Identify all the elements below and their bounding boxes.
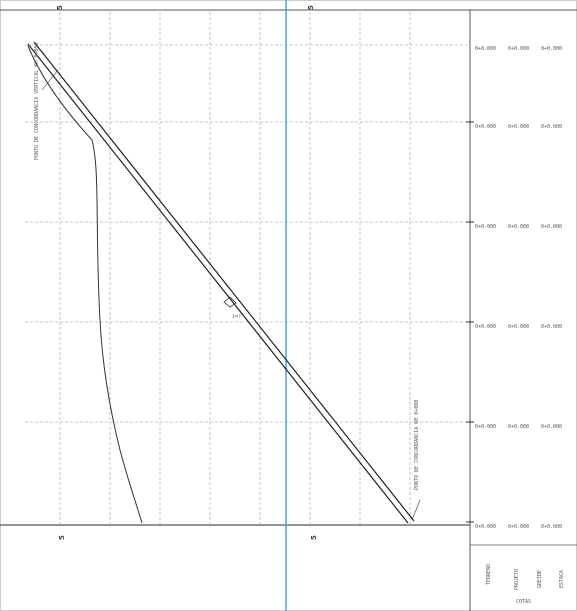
annotation-bottom-leader xyxy=(411,499,421,521)
row-cell: 0+0.000 xyxy=(541,424,562,430)
grade-line-upper xyxy=(27,43,409,524)
footer-col-greide: GREIDE xyxy=(537,570,543,588)
row-cell: 0+0.000 xyxy=(508,524,529,530)
row-cell: 0+0.000 xyxy=(475,424,496,430)
row-cell: 0+0.000 xyxy=(508,224,529,230)
row-cell: 0+0.000 xyxy=(475,324,496,330)
row-cell: 0+0.000 xyxy=(475,524,496,530)
table-row: 0+0.000 0+0.000 0+0.000 xyxy=(475,224,562,230)
row-cell: 0+0.000 xyxy=(508,46,529,52)
footer-columns: TERRENO PROJETO GREIDE ESTACA xyxy=(486,564,565,590)
vertical-gridlines xyxy=(59,12,411,525)
annotation-bottom: PONTO DE CONCORDANCIA KM 0+000 xyxy=(414,400,420,490)
bottom-label-1: 5 xyxy=(58,535,66,540)
row-cell: 0+0.000 xyxy=(541,46,562,52)
table-row: 0+0.000 0+0.000 0+0.000 xyxy=(475,524,562,530)
annotation-top: PONTO DE CONCORDANCIA VERTICAL KM 0+000 xyxy=(34,43,40,160)
horizontal-gridlines xyxy=(25,44,470,423)
row-cell: 0+0.000 xyxy=(508,424,529,430)
annotation-top-leader xyxy=(41,69,59,91)
top-label-1: 5 xyxy=(56,5,64,10)
table-tick-marks xyxy=(466,121,474,523)
row-cell: 0+0.000 xyxy=(475,224,496,230)
row-cell: 0+0.000 xyxy=(475,124,496,130)
table-row: 0+0.000 0+0.000 0+0.000 xyxy=(475,324,562,330)
row-cell: 0+0.000 xyxy=(541,124,562,130)
footer-title: COTAS xyxy=(516,599,531,605)
table-rows: 0+0.000 0+0.000 0+0.000 0+0.000 0+0.000 … xyxy=(475,46,562,530)
row-cell: 0+0.000 xyxy=(541,324,562,330)
row-cell: 0+0.000 xyxy=(508,124,529,130)
row-cell: 0+0.000 xyxy=(541,524,562,530)
footer-col-estaca: ESTACA xyxy=(559,570,565,588)
footer-col-terreno: TERRENO xyxy=(486,564,492,585)
table-row: 0+0.000 0+0.000 0+0.000 xyxy=(475,124,562,130)
table-row: 0+0.000 0+0.000 0+0.000 xyxy=(475,424,562,430)
table-row: 0+0.000 0+0.000 0+0.000 xyxy=(475,46,562,52)
bottom-label-2: 5 xyxy=(310,535,318,540)
terrain-profile xyxy=(27,45,143,524)
row-cell: 0+0.000 xyxy=(508,324,529,330)
top-label-2: 5 xyxy=(307,5,315,10)
row-cell: 0+0.000 xyxy=(541,224,562,230)
row-cell: 0+0.000 xyxy=(475,46,496,52)
grade-line xyxy=(27,41,415,524)
slope-marker xyxy=(223,296,237,308)
grade-line-lower xyxy=(33,41,415,522)
footer-col-projeto: PROJETO xyxy=(514,569,520,590)
slope-label: i=? xyxy=(232,314,241,320)
